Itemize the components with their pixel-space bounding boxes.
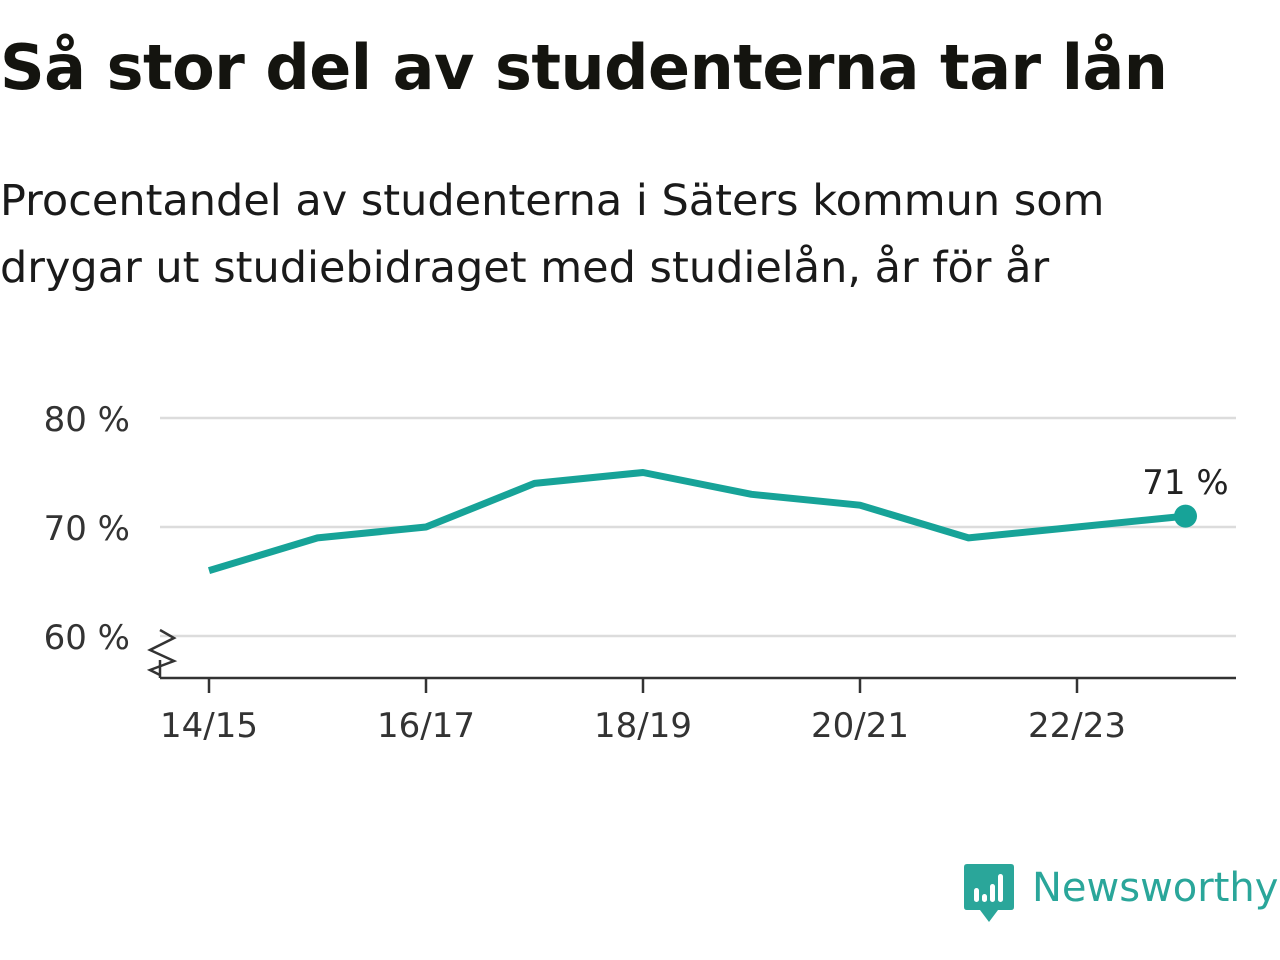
x-tick-label: 16/17 — [377, 706, 475, 746]
newsworthy-logo-icon — [964, 864, 1014, 922]
end-point-marker — [1174, 504, 1197, 528]
chart-title: Så stor del av studenterna tar lån — [0, 31, 1168, 104]
x-tick-label: 18/19 — [594, 706, 692, 746]
y-tick-label: 80 % — [44, 400, 130, 440]
y-tick-label: 70 % — [44, 509, 130, 549]
axes — [146, 628, 1236, 680]
y-axis-tick-labels: 60 % 70 % 80 % — [44, 400, 130, 658]
x-axis-ticks: 14/15 16/17 18/19 20/21 22/23 — [160, 678, 1126, 746]
axis-break-mark — [146, 628, 178, 677]
newsworthy-logo: Newsworthy — [964, 864, 1278, 926]
x-tick-label: 20/21 — [811, 706, 909, 746]
series-line — [207, 469, 1186, 574]
series-line-group — [207, 469, 1197, 574]
end-value-label: 71 % — [1142, 463, 1228, 503]
x-tick-label: 22/23 — [1028, 706, 1126, 746]
chart-subtitle: Procentandel av studenterna i Säters kom… — [0, 176, 1105, 293]
data-label-group: 71 % — [1142, 463, 1228, 503]
x-tick-label: 14/15 — [160, 706, 258, 746]
y-tick-label: 60 % — [44, 618, 130, 658]
brand-name: Newsworthy — [1032, 865, 1279, 911]
